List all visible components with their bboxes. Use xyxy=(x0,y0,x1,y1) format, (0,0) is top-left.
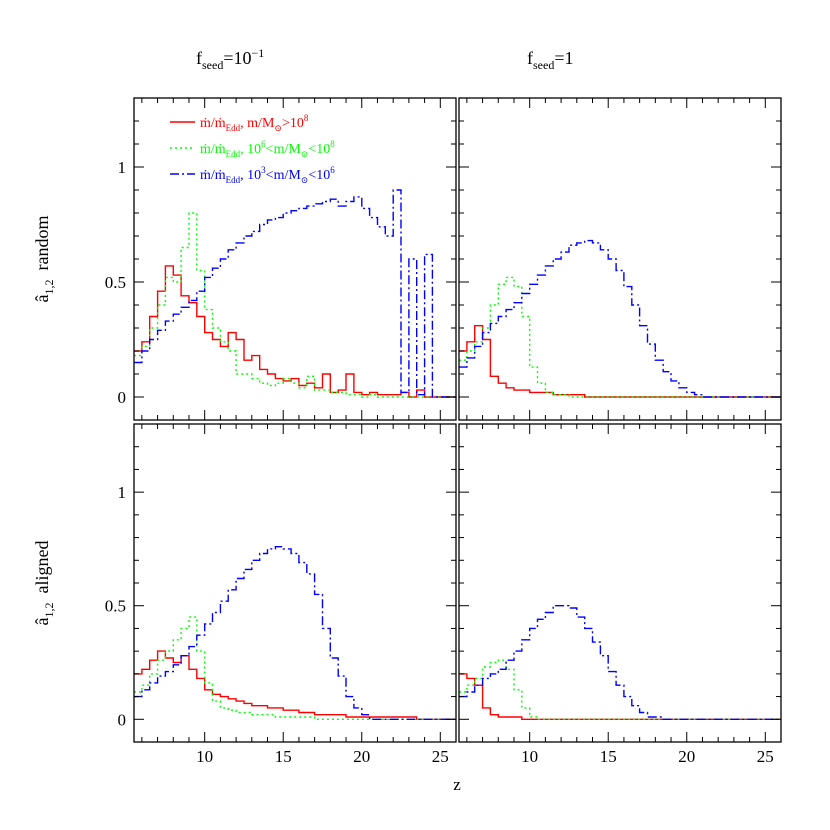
x-tick-label: 25 xyxy=(757,747,774,766)
panel-random-fseed-0.1: 00.51 xyxy=(105,97,457,421)
series-line-random-fseed-0.1-0 xyxy=(134,265,456,398)
panel-frame xyxy=(133,423,457,743)
series-line-aligned-fseed-0.1-0 xyxy=(134,650,456,720)
y-tick-label: 0.5 xyxy=(105,597,126,616)
y-tick-label: 1 xyxy=(118,158,127,177)
row-label: â1,2 random xyxy=(32,216,56,303)
series-line-aligned-fseed-1-1 xyxy=(459,659,781,720)
panel-frame xyxy=(458,97,782,421)
y-tick-label: 0 xyxy=(118,710,127,729)
series-line-random-fseed-1-1 xyxy=(459,276,781,398)
panel-frame xyxy=(458,423,782,743)
x-tick-label: 20 xyxy=(678,747,695,766)
series-line-aligned-fseed-1-2 xyxy=(459,605,781,720)
x-axis-label: z xyxy=(453,775,461,794)
series-line-random-fseed-0.1-1 xyxy=(134,212,456,398)
x-tick-label: 10 xyxy=(521,747,538,766)
x-tick-label: 25 xyxy=(432,747,449,766)
x-tick-label: 10 xyxy=(196,747,213,766)
series-line-aligned-fseed-0.1-1 xyxy=(134,616,456,720)
series-line-aligned-fseed-1-0 xyxy=(459,673,781,720)
series-line-random-fseed-1-0 xyxy=(459,325,781,398)
legend-entry: ṁ/ṁEdd, 106<m/M⊙<108 xyxy=(170,139,335,159)
x-tick-label: 20 xyxy=(353,747,370,766)
panel-aligned-fseed-0.1: 0 0.5 1 10 15 20 25 xyxy=(105,423,457,766)
legend-entry: ṁ/ṁEdd, 103<m/M⊙<106 xyxy=(170,165,335,185)
column-titles: fseed=10−1 fseed=1 xyxy=(196,46,573,72)
x-tick-label: 15 xyxy=(600,747,617,766)
row-label: â1,2 aligned xyxy=(32,541,56,626)
panel-aligned-fseed-1: 10 15 20 25 xyxy=(458,423,782,766)
legend-label: ṁ/ṁEdd, 106<m/M⊙<108 xyxy=(200,139,335,159)
legend-label: ṁ/ṁEdd, m/M⊙>108 xyxy=(200,113,309,133)
series-line-random-fseed-0.1-2 xyxy=(134,189,456,398)
series-line-random-fseed-1-2 xyxy=(459,239,781,398)
panel-random-fseed-1 xyxy=(458,97,782,421)
column-title: fseed=1 xyxy=(527,48,573,72)
column-title: fseed=10−1 xyxy=(196,46,264,72)
legend-label: ṁ/ṁEdd, 103<m/M⊙<106 xyxy=(200,165,335,185)
x-tick-label: 15 xyxy=(275,747,292,766)
legend: ṁ/ṁEdd, m/M⊙>108 ṁ/ṁEdd, 106<m/M⊙<108 ṁ/ṁE… xyxy=(170,113,335,185)
y-tick-label: 0.5 xyxy=(105,273,126,292)
y-tick-label: 1 xyxy=(118,483,127,502)
y-tick-label: 0 xyxy=(118,388,127,407)
row-labels: â1,2 random â1,2 aligned xyxy=(32,216,56,626)
legend-entry: ṁ/ṁEdd, m/M⊙>108 xyxy=(170,113,309,133)
series-line-aligned-fseed-0.1-2 xyxy=(134,546,456,720)
